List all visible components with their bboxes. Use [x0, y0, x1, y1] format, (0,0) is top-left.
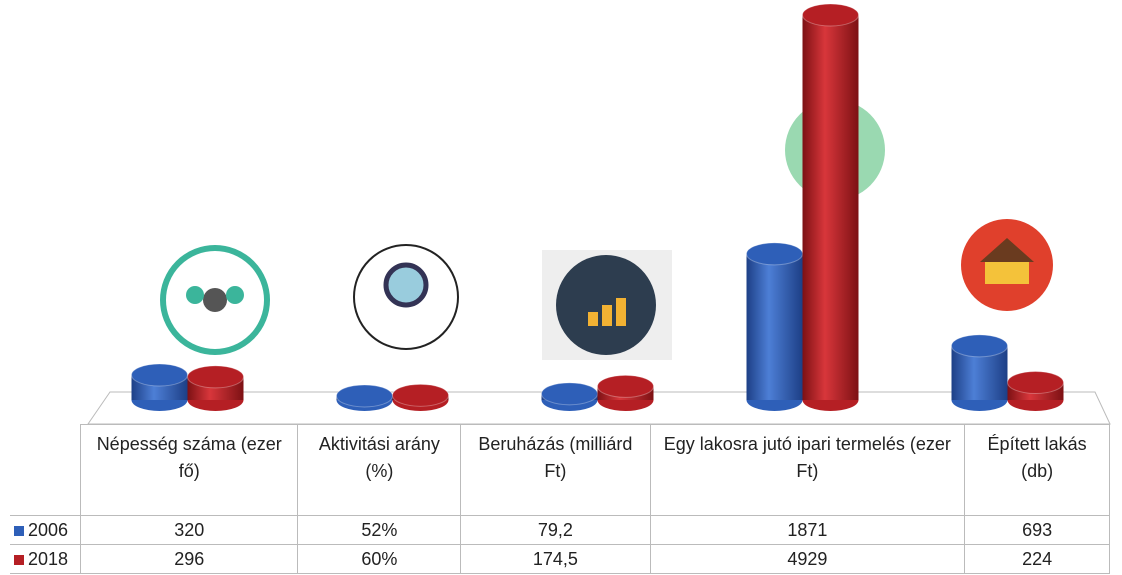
- value-label: 693: [965, 516, 1110, 545]
- value-label: 79,2: [461, 516, 650, 545]
- value-label: 60%: [298, 545, 461, 574]
- value-label: 1871: [650, 516, 965, 545]
- value-label: 224: [965, 545, 1110, 574]
- value-label: 52%: [298, 516, 461, 545]
- cylinder: [747, 243, 803, 411]
- icons: [163, 100, 1053, 360]
- cylinder-top: [1008, 372, 1064, 394]
- cylinder-top: [598, 375, 654, 397]
- legend-label: 2006: [28, 520, 68, 540]
- cylinder: [598, 375, 654, 411]
- category-label: Beruházás (milliárd Ft): [461, 425, 650, 516]
- cylinder-body: [747, 254, 803, 400]
- category-label: Épített lakás (db): [965, 425, 1110, 516]
- cylinder: [542, 383, 598, 411]
- cylinder: [952, 335, 1008, 411]
- cylinder: [337, 385, 393, 411]
- value-label: 320: [81, 516, 298, 545]
- cylinder: [1008, 372, 1064, 411]
- cylinder-top: [337, 385, 393, 407]
- cylinder-top: [188, 366, 244, 388]
- page: Népesség száma (ezer fő)Aktivitási arány…: [0, 0, 1122, 575]
- cylinder-top: [393, 384, 449, 406]
- header-row: Népesség száma (ezer fő)Aktivitási arány…: [10, 425, 1110, 516]
- cylinder: [803, 4, 859, 411]
- cylinder-top: [952, 335, 1008, 357]
- category-label: Népesség száma (ezer fő): [81, 425, 298, 516]
- cylinder-top: [747, 243, 803, 265]
- corner: [10, 425, 81, 516]
- category-label: Egy lakosra jutó ipari termelés (ezer Ft…: [650, 425, 965, 516]
- legend-swatch: [14, 526, 24, 536]
- cylinder: [188, 366, 244, 411]
- cylinder: [132, 364, 188, 411]
- category-label: Aktivitási arány (%): [298, 425, 461, 516]
- cylinder-body: [803, 15, 859, 400]
- cylinder: [393, 384, 449, 411]
- legend-label: 2018: [28, 549, 68, 569]
- legend-entry: 2006: [10, 516, 81, 545]
- cylinder-top: [132, 364, 188, 386]
- value-label: 296: [81, 545, 298, 574]
- cylinder-top: [542, 383, 598, 405]
- value-label: 174,5: [461, 545, 650, 574]
- legend-swatch: [14, 555, 24, 565]
- legend-entry: 2018: [10, 545, 81, 574]
- cylinder-top: [803, 4, 859, 26]
- value-label: 4929: [650, 545, 965, 574]
- data-table: Népesség száma (ezer fő)Aktivitási arány…: [10, 424, 1110, 574]
